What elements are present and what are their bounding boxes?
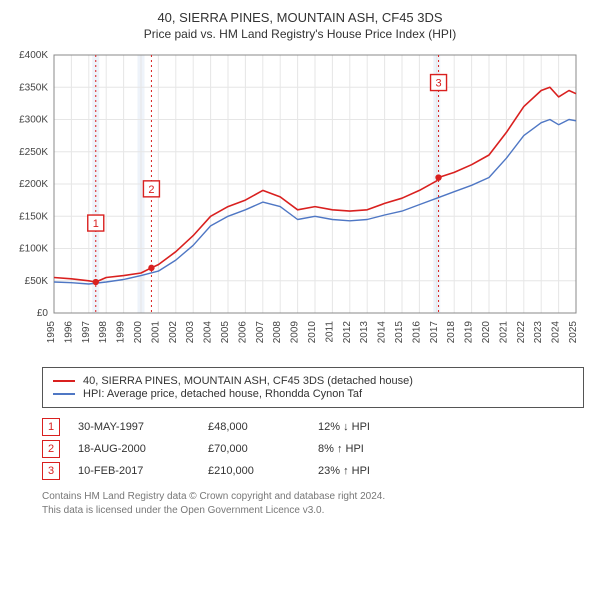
sale-index-box: 1	[42, 418, 60, 436]
sale-date: 18-AUG-2000	[78, 443, 208, 455]
legend-label: 40, SIERRA PINES, MOUNTAIN ASH, CF45 3DS…	[83, 375, 413, 387]
svg-text:2000: 2000	[133, 321, 144, 344]
sale-index-box: 2	[42, 440, 60, 458]
sale-row: 2 18-AUG-2000£70,0008% ↑ HPI	[42, 440, 584, 458]
legend: 40, SIERRA PINES, MOUNTAIN ASH, CF45 3DS…	[42, 367, 584, 408]
footer-note: Contains HM Land Registry data © Crown c…	[42, 490, 584, 517]
svg-text:£300K: £300K	[19, 115, 48, 126]
svg-text:1: 1	[93, 218, 99, 230]
svg-text:2017: 2017	[429, 321, 440, 344]
svg-text:2: 2	[148, 184, 154, 196]
svg-text:£350K: £350K	[19, 82, 48, 93]
svg-text:2019: 2019	[464, 321, 475, 344]
svg-text:1997: 1997	[81, 321, 92, 344]
svg-text:2009: 2009	[290, 321, 301, 344]
svg-text:2003: 2003	[185, 321, 196, 344]
legend-swatch	[53, 393, 75, 395]
svg-text:2018: 2018	[446, 321, 457, 344]
sale-price: £70,000	[208, 443, 318, 455]
chart-svg: £0 £50K £100K £150K £200K £250K £300K £350K £400…	[14, 47, 586, 357]
sale-row: 3 10-FEB-2017£210,00023% ↑ HPI	[42, 462, 584, 480]
svg-text:1999: 1999	[116, 321, 127, 344]
sales-list: 1 30-MAY-1997£48,00012% ↓ HPI 2 18-AUG-2000…	[42, 418, 584, 480]
sale-row: 1 30-MAY-1997£48,00012% ↓ HPI	[42, 418, 584, 436]
svg-text:2013: 2013	[359, 321, 370, 344]
svg-text:2020: 2020	[481, 321, 492, 344]
sale-index-box: 3	[42, 462, 60, 480]
legend-item: 40, SIERRA PINES, MOUNTAIN ASH, CF45 3DS…	[53, 375, 573, 387]
footer-line-1: Contains HM Land Registry data © Crown c…	[42, 490, 584, 504]
svg-text:2025: 2025	[568, 321, 579, 344]
chart-titles: 40, SIERRA PINES, MOUNTAIN ASH, CF45 3DS…	[14, 10, 586, 41]
svg-text:2011: 2011	[324, 321, 335, 343]
svg-text:£200K: £200K	[19, 179, 48, 190]
sale-delta: 12% ↓ HPI	[318, 421, 428, 433]
svg-text:1998: 1998	[98, 321, 109, 344]
svg-text:2006: 2006	[237, 321, 248, 344]
svg-text:2014: 2014	[377, 321, 388, 344]
sale-price: £210,000	[208, 465, 318, 477]
svg-text:2023: 2023	[533, 321, 544, 344]
svg-text:2010: 2010	[307, 321, 318, 344]
legend-swatch	[53, 380, 75, 382]
svg-text:2002: 2002	[168, 321, 179, 344]
legend-item: HPI: Average price, detached house, Rhon…	[53, 388, 573, 400]
sale-delta: 23% ↑ HPI	[318, 465, 428, 477]
svg-text:2022: 2022	[516, 321, 527, 344]
footer-line-2: This data is licensed under the Open Gov…	[42, 504, 584, 518]
svg-text:£150K: £150K	[19, 211, 48, 222]
sale-date: 10-FEB-2017	[78, 465, 208, 477]
sale-delta: 8% ↑ HPI	[318, 443, 428, 455]
svg-text:£400K: £400K	[19, 50, 48, 61]
svg-text:£50K: £50K	[25, 276, 49, 287]
legend-label: HPI: Average price, detached house, Rhon…	[83, 388, 362, 400]
svg-text:£250K: £250K	[19, 147, 48, 158]
sale-price: £48,000	[208, 421, 318, 433]
svg-text:2021: 2021	[498, 321, 509, 344]
svg-text:1996: 1996	[63, 321, 74, 344]
svg-text:£0: £0	[37, 308, 49, 319]
svg-text:£100K: £100K	[19, 244, 48, 255]
svg-text:3: 3	[435, 78, 441, 90]
chart-title-address: 40, SIERRA PINES, MOUNTAIN ASH, CF45 3DS	[14, 10, 586, 25]
svg-text:1995: 1995	[46, 321, 57, 344]
price-chart: £0 £50K £100K £150K £200K £250K £300K £350K £400…	[14, 47, 586, 357]
svg-text:2024: 2024	[551, 321, 562, 344]
svg-text:2016: 2016	[411, 321, 422, 344]
svg-text:2008: 2008	[272, 321, 283, 344]
sale-date: 30-MAY-1997	[78, 421, 208, 433]
svg-text:2004: 2004	[203, 321, 214, 344]
chart-title-sub: Price paid vs. HM Land Registry's House …	[14, 27, 586, 41]
svg-text:2001: 2001	[150, 321, 161, 344]
svg-text:2012: 2012	[342, 321, 353, 344]
svg-text:2007: 2007	[255, 321, 266, 344]
svg-text:2005: 2005	[220, 321, 231, 344]
svg-text:2015: 2015	[394, 321, 405, 344]
